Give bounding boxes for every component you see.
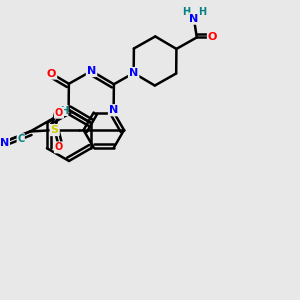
Text: N: N xyxy=(0,138,9,148)
Text: O: O xyxy=(55,108,63,118)
Text: S: S xyxy=(51,125,59,135)
Text: N: N xyxy=(87,66,96,76)
Text: H: H xyxy=(60,106,68,116)
Text: C: C xyxy=(17,134,24,144)
Text: N: N xyxy=(109,105,118,115)
Text: O: O xyxy=(47,68,56,79)
Text: H: H xyxy=(182,7,190,17)
Text: O: O xyxy=(208,32,218,42)
Text: H: H xyxy=(198,7,206,17)
Text: O: O xyxy=(55,142,63,152)
Text: N: N xyxy=(189,14,199,24)
Text: N: N xyxy=(129,68,138,78)
